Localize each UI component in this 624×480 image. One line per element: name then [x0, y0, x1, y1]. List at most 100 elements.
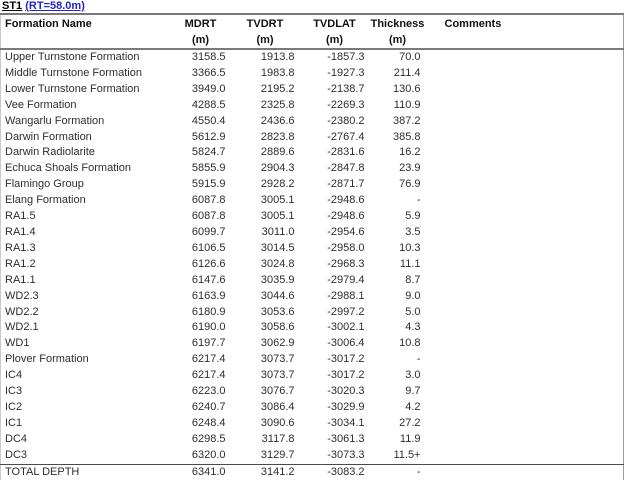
cell-formation-name: Echuca Shoals Formation — [5, 162, 131, 175]
table-row: RA1.3 6106.5 3014.5 -2958.0 10.3 — [1, 241, 624, 257]
table-row: RA1.2 6126.6 3024.8 -2968.3 11.1 — [1, 257, 624, 273]
table-row: WD1 6197.7 3062.9 -3006.4 10.8 — [1, 336, 624, 352]
cell-tvdlat: -1857.3 — [327, 51, 365, 63]
cell-tvdlat: -2948.6 — [327, 210, 365, 223]
cell-tvdlat: -2958.0 — [327, 241, 365, 254]
cell-tvdlat: -2380.2 — [327, 114, 365, 127]
cell-formation-name: DC3 — [5, 448, 28, 461]
cell-formation-name: IC4 — [5, 369, 23, 382]
cell-tvdlat: -2988.1 — [327, 289, 365, 302]
cell-tvdrt: 3035.9 — [260, 273, 295, 286]
cell-thickness: 3.5 — [405, 225, 421, 238]
cell-thickness: 11.1 — [399, 257, 421, 270]
cell-tvdrt: 3024.8 — [260, 257, 295, 270]
cell-tvdlat: -3002.1 — [327, 321, 365, 334]
cell-tvdrt: 3062.9 — [260, 337, 295, 350]
well-title: ST1 (RT=58.0m) — [0, 0, 624, 13]
cell-comments — [426, 66, 624, 82]
cell-comments — [426, 82, 624, 98]
cell-tvdrt: 3086.4 — [260, 400, 295, 413]
table-row-total-depth: TOTAL DEPTH 6341.0 3141.2 -3083.2- — [0, 463, 624, 480]
cell-comments — [426, 130, 624, 146]
well-name: ST1 — [2, 0, 23, 12]
cell-comments — [425, 463, 624, 480]
cell-thickness: 16.2 — [399, 146, 421, 159]
cell-comments — [426, 193, 624, 209]
header-units-row: (m) (m) (m) (m) — [0, 34, 624, 50]
cell-comments — [426, 145, 624, 161]
table-row: Darwin Radiolarite 5824.7 2889.6 -2831.6 16.… — [1, 145, 624, 161]
cell-tvdrt: 3053.6 — [260, 305, 295, 318]
table-row: Elang Formation 6087.8 3005.1 -2948.6 - — [1, 193, 624, 209]
cell-tvdlat: -3017.2 — [327, 369, 365, 382]
unit-mdrt: (m) — [170, 34, 231, 50]
table-row: Wangarlu Formation 4550.4 2436.6 -2380.2 387… — [1, 114, 624, 130]
cell-mdrt: 3366.5 — [191, 66, 226, 79]
cell-formation-name: WD2.2 — [5, 305, 39, 318]
cell-thickness: 387.2 — [392, 114, 421, 127]
cell-formation-name: RA1.4 — [5, 225, 36, 238]
cell-mdrt: 6147.6 — [191, 273, 226, 286]
cell-formation-name: RA1.2 — [5, 257, 36, 270]
cell-mdrt: 4288.5 — [191, 98, 226, 111]
cell-comments — [426, 177, 624, 193]
cell-tvdlat: -3061.3 — [327, 432, 365, 445]
column-header-comments: Comments — [444, 18, 502, 30]
cell-formation-name: Darwin Formation — [5, 130, 92, 143]
table-row: WD2.3 6163.9 3044.6 -2988.1 9.0 — [1, 289, 624, 305]
cell-thickness: - — [369, 463, 426, 480]
cell-formation-name: IC1 — [5, 416, 23, 429]
cell-comments — [426, 400, 624, 416]
cell-tvdrt: 3076.7 — [260, 385, 295, 398]
cell-thickness: 9.7 — [405, 385, 421, 398]
cell-formation-name: Elang Formation — [5, 194, 86, 207]
cell-tvdlat: -2948.6 — [327, 194, 365, 207]
cell-thickness: 5.9 — [405, 210, 421, 223]
cell-thickness: 8.7 — [405, 273, 421, 286]
unit-thickness: (m) — [369, 34, 426, 50]
table-row: Upper Turnstone Formation 3158.5 1913.8 -18… — [1, 49, 624, 66]
cell-tvdlat: -2997.2 — [327, 305, 365, 318]
cell-formation-name: Wangarlu Formation — [5, 114, 105, 127]
cell-tvdrt: 2889.6 — [260, 146, 295, 159]
rt-elevation-link[interactable]: (RT=58.0m) — [25, 0, 85, 12]
unit-comments — [425, 34, 624, 50]
cell-mdrt: 6099.7 — [191, 225, 226, 238]
cell-tvdrt: 2823.8 — [260, 130, 295, 143]
cell-mdrt: 3158.5 — [191, 51, 226, 63]
unit-tvdrt: (m) — [230, 34, 300, 50]
cell-mdrt: 6320.0 — [191, 448, 226, 461]
cell-tvdlat: -3073.3 — [327, 448, 365, 461]
cell-thickness: 4.3 — [405, 321, 421, 334]
cell-thickness: 10.3 — [399, 241, 421, 254]
cell-thickness: 10.8 — [399, 337, 421, 350]
cell-mdrt: 6180.9 — [191, 305, 226, 318]
cell-formation-name: RA1.1 — [5, 273, 36, 286]
cell-tvdlat: -2847.8 — [327, 162, 365, 175]
cell-tvdlat: -3006.4 — [327, 337, 365, 350]
cell-tvdrt: 3073.7 — [260, 369, 295, 382]
cell-mdrt: 5855.9 — [191, 162, 226, 175]
cell-formation-name: Darwin Radiolarite — [5, 146, 95, 159]
cell-tvdrt: 2436.6 — [260, 114, 295, 127]
column-header-formation-name: Formation Name — [5, 18, 92, 30]
formation-tops-table: Formation Name MDRT TVDRT TVDLAT Thickne… — [0, 13, 624, 480]
cell-tvdlat: -2767.4 — [327, 130, 365, 143]
cell-tvdrt: 3005.1 — [260, 210, 295, 223]
cell-formation-name: IC3 — [5, 385, 23, 398]
cell-tvdlat: -2831.6 — [327, 146, 365, 159]
cell-tvdrt: 3117.8 — [261, 432, 295, 445]
cell-formation-name: WD2.3 — [5, 289, 39, 302]
table-header: Formation Name MDRT TVDRT TVDLAT Thickne… — [0, 14, 624, 50]
cell-formation-name: DC4 — [5, 432, 28, 445]
cell-tvdlat: -1927.3 — [327, 66, 365, 79]
table-row: IC3 6223.0 3076.7 -3020.3 9.7 — [1, 384, 624, 400]
cell-thickness: 385.8 — [392, 130, 421, 143]
cell-tvdlat: -2979.4 — [327, 273, 365, 286]
table-row: Lower Turnstone Formation 3949.0 2195.2 -21… — [1, 82, 624, 98]
cell-tvdlat: -2269.3 — [327, 98, 365, 111]
cell-comments — [426, 114, 624, 130]
cell-mdrt: 6240.7 — [191, 400, 226, 413]
table-row: IC1 6248.4 3090.6 -3034.1 27.2 — [1, 416, 624, 432]
cell-thickness: 3.0 — [405, 369, 421, 382]
